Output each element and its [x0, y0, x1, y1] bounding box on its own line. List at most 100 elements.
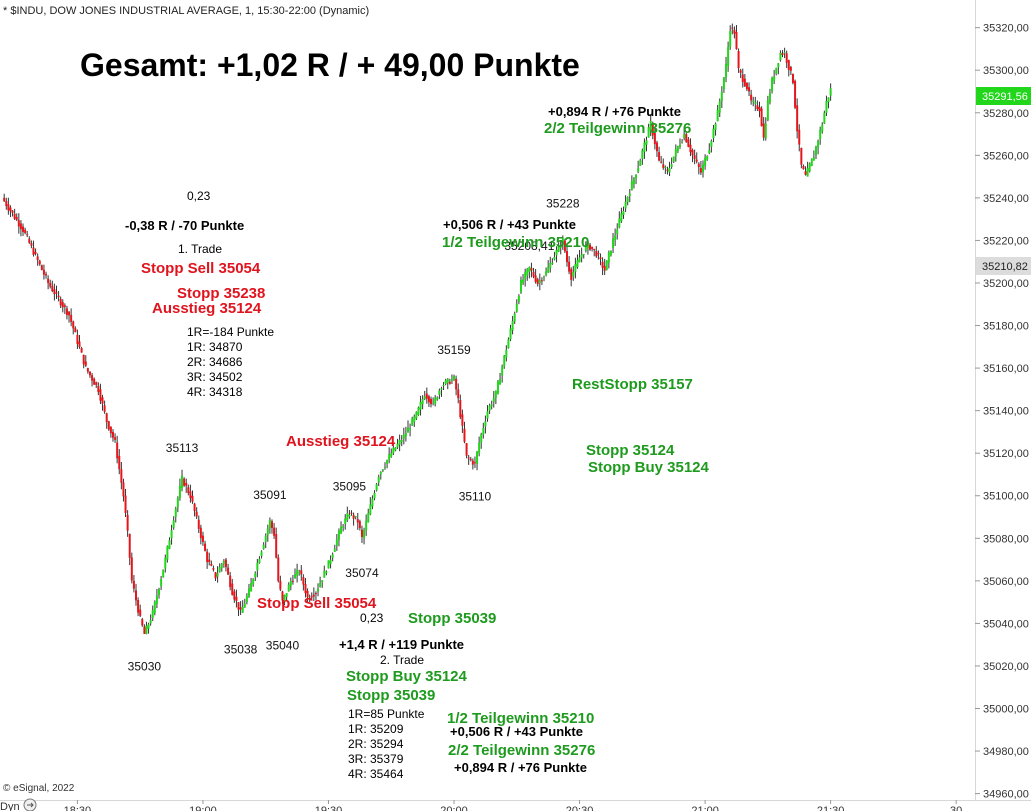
candle-body-up: [245, 595, 248, 603]
candle: [704, 154, 707, 170]
candle-body-up: [752, 100, 755, 103]
candle-body-up: [375, 484, 378, 491]
candle-body-up: [390, 453, 393, 457]
candle-body-up: [392, 447, 395, 454]
candle: [394, 447, 397, 452]
candle-body-up: [779, 53, 782, 61]
candle: [304, 578, 307, 598]
candle: [356, 512, 359, 530]
candle-body-up: [419, 401, 422, 410]
candle-body-down: [233, 591, 236, 600]
candle-body-up: [494, 390, 497, 398]
dyn-control[interactable]: Dyn: [0, 798, 37, 811]
candle-body-down: [448, 381, 451, 384]
candle: [823, 110, 826, 124]
candle-body-down: [273, 527, 276, 536]
candle: [74, 326, 77, 333]
candle-body-down: [653, 132, 656, 145]
candle-body-down: [762, 123, 765, 138]
candle-body-down: [22, 226, 25, 232]
price-tick-label: 35300,00: [983, 65, 1029, 77]
candle: [137, 597, 140, 617]
candle-body-down: [595, 251, 598, 257]
candle: [201, 531, 204, 546]
candle-body-up: [172, 520, 175, 528]
candle-body-up: [628, 193, 631, 197]
candle-body-up: [614, 235, 617, 241]
candle: [473, 456, 476, 468]
candle: [710, 139, 713, 153]
candle: [134, 583, 137, 606]
swing-label: 35228: [546, 196, 580, 210]
candle: [572, 265, 575, 281]
candle-body-up: [258, 558, 261, 564]
candle: [499, 372, 502, 385]
candle: [743, 73, 746, 87]
candle-body-up: [639, 160, 642, 166]
candle-body-up: [241, 606, 244, 613]
candle: [386, 459, 389, 469]
candle-body-down: [76, 334, 79, 344]
swing-label: 35095: [333, 479, 367, 493]
candle-body-down: [61, 302, 64, 308]
candle: [310, 592, 313, 600]
candle-body-up: [806, 168, 809, 177]
candle-body-up: [503, 355, 506, 367]
candle-body-down: [88, 371, 91, 376]
candle-body-down: [459, 400, 462, 418]
candle-body-up: [486, 411, 489, 419]
candle: [647, 123, 650, 138]
candle: [369, 497, 372, 516]
candle-body-up: [643, 142, 646, 152]
candle-body-up: [294, 574, 297, 579]
candle-body-up: [289, 580, 292, 587]
candle-body-down: [105, 413, 108, 423]
candle: [5, 197, 8, 210]
candle-body-up: [153, 601, 156, 613]
candle: [231, 578, 234, 596]
candle-body-up: [170, 530, 173, 539]
candle: [651, 121, 654, 140]
annotation-t1-r2: 2R: 34686: [187, 355, 243, 369]
candle-body-down: [212, 568, 215, 570]
candle: [84, 355, 87, 367]
candle-body-up: [417, 407, 420, 415]
candle-body-up: [664, 166, 667, 168]
candle: [490, 400, 493, 410]
candle-body-up: [252, 579, 255, 585]
candle-body-up: [551, 262, 554, 264]
candle: [68, 311, 71, 323]
candle-body-up: [151, 609, 154, 619]
candle-body-up: [542, 276, 545, 278]
candle-body-up: [394, 447, 397, 451]
candle-body-down: [599, 257, 602, 259]
candle: [530, 262, 533, 278]
candle-body-down: [111, 431, 114, 438]
candle: [170, 524, 173, 545]
candle: [214, 571, 217, 581]
candle-body-up: [578, 257, 581, 263]
candle-body-down: [235, 596, 238, 601]
candle: [398, 434, 401, 452]
candle-body-up: [676, 146, 679, 152]
candle: [612, 232, 615, 254]
candle: [220, 562, 223, 572]
candle-body-down: [591, 246, 594, 249]
candle-body-down: [530, 268, 533, 271]
candle: [547, 260, 550, 274]
candle-body-down: [36, 256, 39, 261]
annotation-low-value: 0,23: [360, 611, 384, 625]
candle-body-up: [160, 579, 163, 587]
candle-body-down: [80, 348, 83, 353]
candle-body-up: [538, 280, 541, 283]
candle-body-down: [302, 577, 305, 585]
candle-body-down: [739, 70, 742, 73]
candle-body-up: [348, 514, 351, 517]
candle-body-down: [224, 559, 227, 568]
candle-body-up: [285, 592, 288, 597]
candle-body-up: [499, 378, 502, 385]
candle: [91, 372, 94, 387]
candle: [589, 243, 592, 251]
candle: [281, 590, 284, 604]
